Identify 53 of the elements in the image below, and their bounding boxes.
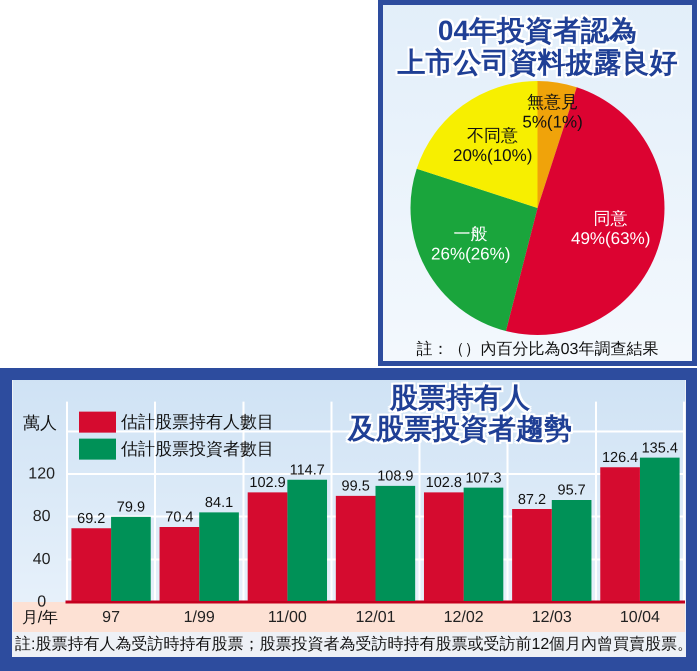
- bar: [287, 480, 328, 601]
- bar: [71, 528, 112, 601]
- data-label: 102.8: [426, 475, 462, 492]
- bar: [111, 516, 151, 601]
- data-label: 99.5: [342, 478, 370, 495]
- bar: [424, 492, 464, 601]
- y-tick-label: 40: [32, 550, 51, 568]
- bar: [376, 486, 416, 601]
- data-label: 95.7: [558, 482, 586, 499]
- data-label: 87.2: [518, 492, 546, 508]
- data-label: 79.9: [116, 500, 146, 516]
- data-label: 84.1: [204, 495, 234, 512]
- legend-label: 估計股票持有人數目: [120, 412, 274, 432]
- bar: [199, 512, 239, 601]
- data-label: 114.7: [290, 462, 325, 478]
- y-tick-label: 0: [37, 593, 46, 610]
- y-tick-label: 120: [28, 465, 56, 482]
- data-label: 135.4: [642, 440, 678, 456]
- bar: [600, 467, 640, 601]
- data-label: 107.3: [465, 470, 502, 486]
- bar: [464, 488, 504, 601]
- data-label: 69.2: [77, 510, 106, 527]
- bar: [336, 496, 376, 601]
- bar: [640, 458, 680, 601]
- x-tick-label: 12/03: [532, 609, 572, 626]
- x-axis-title: 月/年: [22, 609, 58, 626]
- x-tick-label: 11/00: [268, 609, 307, 626]
- x-tick-label: 1/99: [184, 609, 215, 626]
- legend-label: 估計股票投資者數目: [120, 439, 274, 458]
- bar: [512, 509, 552, 601]
- chart-title: 股票持有人及股票投資者趨勢: [346, 382, 573, 444]
- data-label: 108.9: [377, 468, 414, 485]
- text: 註：（）內百分比為03年調查結果: [416, 340, 660, 360]
- data-label: 49%(63%): [570, 228, 650, 248]
- bar: [160, 526, 200, 601]
- x-tick-label: 10/04: [620, 609, 660, 626]
- slice-label: 不同意: [467, 126, 518, 146]
- chart-title: 04年投資者認為上市公司資料披露良好: [396, 15, 678, 79]
- bar: [552, 500, 592, 601]
- x-tick-label: 12/02: [444, 609, 484, 626]
- slice-label: 一般: [454, 224, 488, 244]
- bar: [248, 492, 288, 601]
- x-tick-label: 12/01: [355, 609, 396, 626]
- data-label: 70.4: [165, 510, 194, 526]
- y-axis-title: 萬人: [23, 413, 57, 432]
- data-label: 126.4: [602, 450, 638, 466]
- text: 註:股票持有人為受訪時持有股票；股票投資者為受訪時持有股票或受訪前12個月內曾買賣股票。: [15, 634, 694, 655]
- x-tick-label: 97: [102, 609, 120, 626]
- y-tick-label: 80: [32, 508, 51, 526]
- data-label: 102.9: [249, 475, 286, 492]
- slice-label: 同意: [594, 208, 628, 228]
- data-label: 26%(26%): [431, 244, 510, 264]
- data-label: 20%(10%): [453, 146, 532, 166]
